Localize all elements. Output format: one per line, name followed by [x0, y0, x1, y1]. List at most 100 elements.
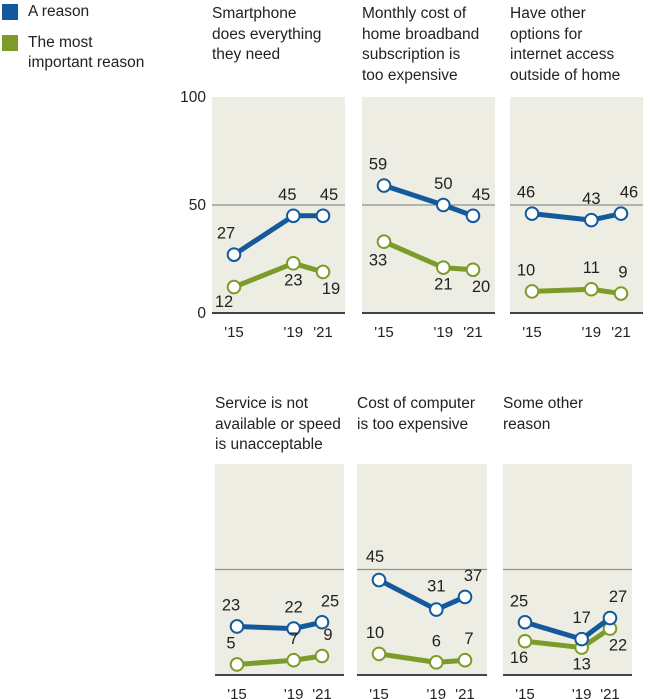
- x-tick-label: '15: [522, 324, 542, 341]
- data-point-a-reason: [613, 206, 629, 221]
- panel-title-line: they need: [212, 46, 281, 63]
- panel-title-line: Have other: [510, 5, 586, 22]
- data-label-most-important: 9: [323, 626, 332, 644]
- legend-label-line: The most: [28, 34, 93, 51]
- panel-title-line: outside of home: [510, 66, 621, 84]
- data-label-a-reason: 46: [517, 184, 535, 202]
- x-tick-label: '21: [313, 324, 333, 341]
- data-label-most-important: 9: [618, 264, 627, 282]
- data-point-a-reason: [517, 614, 533, 630]
- data-point-a-reason: [314, 614, 330, 630]
- data-label-most-important: 13: [572, 656, 590, 674]
- data-point-a-reason: [465, 208, 481, 224]
- data-point-a-reason: [457, 589, 473, 605]
- legend-label-line: important reason: [28, 54, 145, 71]
- data-point-a-reason: [574, 631, 589, 647]
- panel-title-line: Some other: [503, 395, 584, 412]
- panel-title: Smartphone does everything they need: [212, 4, 321, 66]
- data-label-most-important: 6: [432, 632, 441, 650]
- data-point-most-important: [314, 648, 330, 664]
- data-point-most-important: [517, 633, 533, 649]
- data-label-a-reason: 27: [609, 588, 627, 606]
- panel-title-line: home broadband: [362, 25, 480, 43]
- data-label-a-reason: 45: [472, 186, 490, 204]
- x-tick-label: '21: [455, 686, 475, 699]
- panel-title-line: internet access: [510, 46, 615, 63]
- data-point-a-reason: [286, 621, 301, 636]
- x-tick-label: '19: [572, 686, 592, 699]
- x-tick-label: '19: [284, 686, 304, 699]
- data-point-most-important: [613, 286, 629, 301]
- data-label-a-reason: 59: [369, 156, 387, 174]
- data-label-a-reason: 50: [434, 175, 452, 193]
- data-label-a-reason: 23: [222, 596, 240, 614]
- x-tick-label: '19: [427, 686, 447, 699]
- data-point-most-important: [436, 260, 451, 275]
- x-tick-label: '19: [434, 324, 454, 341]
- data-point-a-reason: [436, 197, 451, 213]
- legend-item-a-reason: A reason: [2, 3, 90, 22]
- panel-title-line: Cost of computer: [357, 395, 476, 412]
- data-point-a-reason: [286, 208, 301, 224]
- panel-title: Monthly cost of home broadband subscriptio…: [362, 4, 479, 86]
- data-label-a-reason: 45: [320, 186, 338, 204]
- data-label-most-important: 22: [609, 637, 627, 655]
- data-label-most-important: 10: [366, 624, 384, 642]
- data-point-most-important: [429, 655, 444, 670]
- legend-label-most-important: The most important reason: [28, 33, 144, 73]
- legend-item-most-important: The most important reason: [2, 33, 144, 73]
- y-tick-label: 0: [197, 305, 206, 322]
- legend-label-a-reason: A reason: [28, 3, 90, 20]
- data-point-most-important: [226, 279, 242, 295]
- panel-title-line: does everything: [212, 25, 322, 43]
- x-tick-label: '21: [463, 324, 483, 341]
- data-point-most-important: [584, 281, 599, 297]
- data-label-a-reason: 27: [217, 225, 235, 243]
- data-label-most-important: 7: [289, 630, 298, 648]
- x-tick-label: '15: [224, 324, 244, 341]
- x-tick-label: '19: [284, 324, 304, 341]
- data-point-a-reason: [602, 610, 618, 626]
- legend-swatch-most-important: [2, 35, 18, 51]
- data-label-a-reason: 22: [284, 599, 302, 617]
- x-tick-label: '19: [582, 324, 602, 341]
- panel-title-line: reason: [503, 415, 551, 433]
- x-tick-label: '15: [369, 686, 389, 699]
- data-point-most-important: [376, 234, 392, 250]
- data-label-most-important: 7: [464, 630, 473, 648]
- data-point-a-reason: [584, 212, 599, 228]
- panel-title-line: is unacceptable: [215, 436, 323, 453]
- x-tick-label: '21: [611, 324, 631, 341]
- data-label-most-important: 33: [369, 252, 387, 270]
- data-label-a-reason: 46: [620, 184, 638, 202]
- panel-title: Some other reason: [503, 394, 583, 435]
- data-label-a-reason: 37: [464, 567, 482, 585]
- panel-title: Cost of computer is too expensive: [357, 394, 475, 435]
- data-point-most-important: [371, 646, 387, 662]
- panel-title: Have other options for internet access outs…: [510, 4, 620, 86]
- data-point-a-reason: [226, 247, 242, 262]
- x-tick-label: '15: [374, 324, 394, 341]
- data-point-a-reason: [315, 208, 331, 224]
- panel-title-line: is too expensive: [357, 415, 469, 433]
- panel-title-line: Smartphone: [212, 5, 297, 22]
- y-tick-label: 100: [180, 89, 206, 106]
- data-point-a-reason: [371, 572, 387, 588]
- data-label-most-important: 10: [517, 261, 535, 279]
- data-label-a-reason: 17: [572, 609, 590, 627]
- panel-title-line: Monthly cost of: [362, 5, 467, 22]
- x-tick-label: '21: [600, 686, 620, 699]
- panel-title-line: Service is not: [215, 395, 309, 412]
- data-label-most-important: 16: [510, 649, 528, 667]
- data-point-most-important: [524, 284, 540, 299]
- data-point-most-important: [457, 652, 473, 668]
- panel-title-line: subscription is: [362, 46, 461, 63]
- data-point-most-important: [286, 652, 301, 668]
- data-point-most-important: [315, 264, 331, 280]
- panel-title-line: available or speed: [215, 415, 341, 433]
- data-label-most-important: 5: [226, 634, 235, 652]
- data-point-a-reason: [376, 178, 392, 193]
- data-label-most-important: 23: [284, 271, 302, 289]
- data-label-a-reason: 31: [427, 578, 445, 596]
